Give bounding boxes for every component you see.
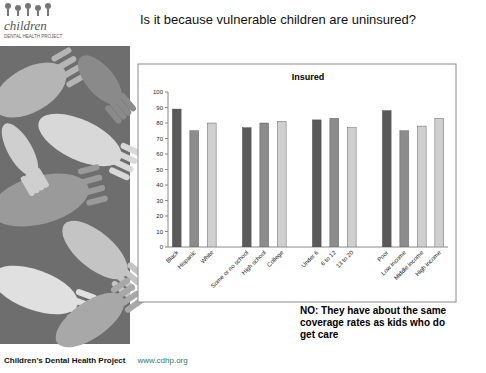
y-tick bbox=[165, 92, 168, 93]
annotation-line: get care bbox=[300, 329, 339, 340]
y-tick bbox=[165, 247, 168, 248]
finger bbox=[77, 164, 100, 175]
annotation-line: coverage rates as kids who do bbox=[300, 317, 445, 328]
y-tick bbox=[165, 216, 168, 217]
y-tick bbox=[165, 123, 168, 124]
logo-text: DENTAL HEALTH PROJECT bbox=[4, 34, 62, 39]
y-tick bbox=[165, 185, 168, 186]
x-tick-label: 13 to 20 bbox=[335, 249, 355, 269]
x-tick-label: High school bbox=[241, 249, 267, 275]
hand bbox=[53, 210, 137, 289]
y-tick-label: 10 bbox=[156, 229, 163, 235]
y-tick-label: 90 bbox=[156, 105, 163, 111]
finger bbox=[83, 184, 106, 195]
y-tick-label: 30 bbox=[156, 198, 163, 204]
y-tick bbox=[165, 169, 168, 170]
chart-title: Insured bbox=[292, 72, 325, 82]
footer-name: Children's Dental Health Project bbox=[4, 356, 126, 365]
bar bbox=[260, 123, 269, 247]
decor-strip bbox=[0, 46, 147, 358]
logo-figure bbox=[47, 9, 49, 16]
slide: childrenDENTAL HEALTH PROJECT Is it becau… bbox=[0, 0, 486, 373]
bar bbox=[312, 120, 321, 247]
finger bbox=[104, 104, 123, 125]
y-tick-label: 60 bbox=[156, 151, 163, 157]
y-tick-label: 20 bbox=[156, 213, 163, 219]
finger bbox=[86, 195, 109, 206]
x-tick-label: Middle income bbox=[393, 249, 425, 281]
y-tick bbox=[165, 200, 168, 201]
bar bbox=[330, 118, 339, 247]
finger bbox=[20, 175, 36, 197]
bar bbox=[190, 131, 199, 247]
footer-url: www.cdhp.org bbox=[136, 356, 187, 365]
bars bbox=[172, 109, 443, 247]
x-tick-label: White bbox=[199, 249, 215, 265]
y-tick bbox=[165, 154, 168, 155]
bar bbox=[172, 109, 181, 247]
bar bbox=[277, 121, 286, 247]
y-tick-label: 0 bbox=[160, 244, 164, 250]
logo-figure bbox=[45, 3, 51, 9]
logo-figure bbox=[25, 3, 31, 9]
bar bbox=[207, 123, 216, 247]
y-tick-label: 80 bbox=[156, 120, 163, 126]
bar bbox=[435, 118, 444, 247]
logo-figure bbox=[5, 3, 11, 9]
logo: childrenDENTAL HEALTH PROJECT bbox=[4, 3, 62, 39]
bar bbox=[417, 126, 426, 247]
slide-title: Is it because vulnerable children are un… bbox=[140, 12, 416, 27]
finger bbox=[80, 174, 103, 185]
logo-figure bbox=[27, 9, 29, 16]
y-tick-label: 70 bbox=[156, 136, 163, 142]
logo-text: children bbox=[4, 18, 47, 33]
chart-frame bbox=[138, 64, 456, 302]
logo-figure bbox=[7, 9, 9, 16]
bar bbox=[382, 111, 391, 247]
x-tick-label: Black bbox=[165, 249, 180, 264]
x-tick-label: Under 6 bbox=[300, 249, 320, 269]
x-tick-label: Hispanic bbox=[176, 249, 197, 270]
y-tick bbox=[165, 107, 168, 108]
x-tick-label: College bbox=[266, 249, 285, 268]
x-tick-label: High income bbox=[414, 249, 442, 277]
y-tick-label: 50 bbox=[156, 167, 163, 173]
y-tick bbox=[165, 231, 168, 232]
logo-figure bbox=[17, 11, 19, 16]
bar bbox=[347, 128, 356, 247]
y-tick-label: 100 bbox=[153, 89, 164, 95]
logo-figure bbox=[35, 5, 41, 11]
bar bbox=[400, 131, 409, 247]
y-tick-label: 40 bbox=[156, 182, 163, 188]
finger bbox=[108, 166, 130, 181]
bar bbox=[242, 128, 251, 247]
logo-figure bbox=[37, 11, 39, 16]
y-tick bbox=[165, 138, 168, 139]
annotation-line: NO: They have about the same bbox=[300, 305, 447, 316]
x-tick-label: Poor bbox=[376, 249, 389, 262]
hand bbox=[31, 103, 129, 177]
logo-figure bbox=[15, 5, 21, 11]
annotation: NO: They have about the samecoverage rat… bbox=[300, 305, 447, 340]
